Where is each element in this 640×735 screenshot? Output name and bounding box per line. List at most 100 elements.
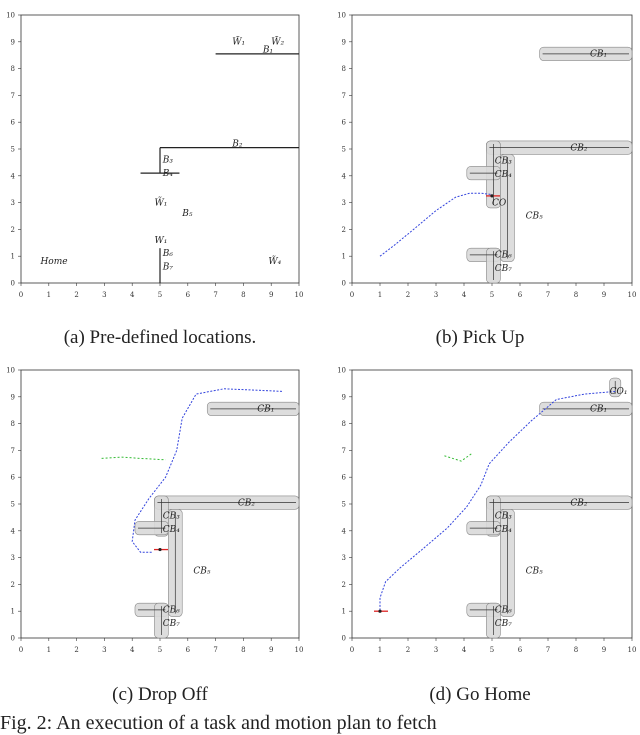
x-tick-label: 7 — [546, 291, 550, 299]
x-tick-label: 3 — [434, 646, 438, 654]
x-tick-label: 4 — [130, 646, 135, 654]
x-tick-label: 0 — [19, 291, 23, 299]
region-label: B₄ — [162, 169, 174, 179]
x-tick-label: 1 — [47, 646, 51, 654]
x-tick-label: 6 — [186, 646, 191, 654]
region-label: CB₃ — [163, 512, 181, 522]
y-tick-label: 2 — [11, 226, 15, 234]
region-label: B₂ — [231, 139, 243, 149]
y-tick-label: 6 — [342, 119, 347, 127]
x-tick-label: 6 — [518, 646, 523, 654]
region-label: CB₁ — [257, 405, 274, 415]
x-tick-label: 6 — [186, 291, 191, 299]
x-tick-label: 1 — [378, 646, 382, 654]
y-tick-label: 8 — [342, 420, 346, 428]
caption-b: (b) Pick Up — [435, 327, 525, 348]
x-tick-label: 8 — [574, 646, 578, 654]
robot-marker — [490, 194, 494, 198]
x-tick-label: 10 — [295, 646, 304, 654]
y-tick-label: 4 — [342, 172, 347, 180]
y-tick-label: 8 — [11, 420, 15, 428]
y-tick-label: 7 — [342, 92, 346, 100]
trajectory — [379, 390, 616, 610]
trajectory — [131, 388, 283, 553]
x-tick-label: 6 — [518, 291, 523, 299]
region-label: CB₃ — [495, 512, 513, 522]
x-tick-label: 9 — [269, 291, 273, 299]
y-tick-label: 0 — [342, 635, 346, 643]
y-tick-label: 3 — [11, 199, 15, 207]
region-label: W̃₄ — [268, 256, 281, 268]
caption-c: (c) Drop Off — [112, 684, 208, 705]
region-label: CB₂ — [570, 143, 588, 153]
region-label: CB₃ — [495, 157, 513, 167]
region-label: CO₁ — [610, 387, 628, 397]
y-tick-label: 5 — [342, 501, 346, 509]
y-tick-label: 10 — [337, 12, 346, 20]
panel-b: 0 1 2 3 4 5 6 7 8 9 10 0 1 2 3 4 5 6 7 8 9 10 CB₁ CB₂ CB₃ CB₄ CO CB… — [337, 12, 636, 300]
region-label: CB₇ — [495, 619, 513, 629]
y-tick-label: 0 — [11, 635, 15, 643]
x-tick-label: 9 — [602, 646, 606, 654]
y-tick-label: 8 — [11, 65, 15, 73]
y-tick-label: 5 — [342, 146, 346, 154]
y-tick-label: 4 — [11, 527, 16, 535]
y-tick-label: 5 — [11, 146, 15, 154]
x-tick-label: 8 — [574, 291, 578, 299]
region-label: CB₇ — [495, 264, 513, 274]
region-label: B₇ — [162, 263, 174, 273]
region-label: B₁ — [262, 46, 273, 56]
robot-marker — [378, 609, 382, 613]
region-label: CB₄ — [163, 525, 181, 535]
robot-marker — [158, 547, 162, 552]
region-label: B₃ — [162, 155, 174, 165]
region-label: Home — [39, 257, 67, 267]
y-tick-label: 3 — [342, 554, 346, 562]
x-tick-label: 5 — [490, 291, 494, 299]
region-label: CB₁ — [590, 50, 607, 60]
region-label: CO — [492, 198, 507, 208]
x-tick-label: 4 — [462, 291, 467, 299]
region-label: B₅ — [181, 209, 193, 219]
x-tick-label: 1 — [47, 291, 51, 299]
x-tick-label: 5 — [158, 291, 162, 299]
y-tick-label: 9 — [11, 38, 15, 46]
panel-a: 0 1 2 3 4 5 6 7 8 9 10 0 1 2 3 4 5 6 7 8 9 10 B₁ B₂ B₃ B₄ B₅ B₆ B₇ W₁… — [6, 12, 303, 300]
region-label: W₁ — [154, 236, 167, 246]
y-tick-label: 5 — [11, 501, 15, 509]
y-tick-label: 4 — [11, 172, 16, 180]
region-label: B₆ — [162, 249, 174, 259]
panel-c: 0 1 2 3 4 5 6 7 8 9 10 0 1 2 3 4 5 6 7 8 9 10 CB₁ CB₂ CB₃ CB₄ CB₅ C… — [6, 367, 303, 655]
x-tick-label: 10 — [295, 291, 304, 299]
y-tick-label: 7 — [11, 92, 15, 100]
x-tick-label: 5 — [158, 646, 162, 654]
x-tick-label: 1 — [378, 291, 382, 299]
y-tick-label: 1 — [342, 253, 346, 261]
caption-d: (d) Go Home — [429, 684, 531, 705]
y-tick-label: 2 — [342, 226, 346, 234]
x-tick-label: 2 — [74, 291, 78, 299]
y-tick-label: 10 — [6, 367, 15, 375]
y-tick-label: 4 — [342, 527, 347, 535]
y-tick-label: 3 — [342, 199, 346, 207]
y-tick-label: 6 — [11, 474, 16, 482]
x-tick-label: 3 — [102, 291, 106, 299]
region-label: CB₆ — [495, 606, 513, 616]
region-label: W̃₁ — [154, 197, 167, 209]
x-tick-label: 10 — [628, 291, 637, 299]
y-tick-label: 2 — [11, 581, 15, 589]
y-tick-label: 3 — [11, 554, 15, 562]
y-tick-label: 9 — [342, 393, 346, 401]
y-tick-label: 1 — [11, 608, 15, 616]
y-tick-label: 7 — [11, 447, 15, 455]
region-label: CB₅ — [526, 212, 544, 222]
region-label: CB₅ — [193, 567, 211, 577]
region-label: CB₆ — [163, 606, 181, 616]
trajectory — [379, 192, 493, 257]
x-tick-label: 8 — [241, 646, 245, 654]
x-tick-label: 7 — [213, 646, 217, 654]
y-tick-label: 10 — [337, 367, 346, 375]
region-label: CB₂ — [238, 498, 256, 508]
